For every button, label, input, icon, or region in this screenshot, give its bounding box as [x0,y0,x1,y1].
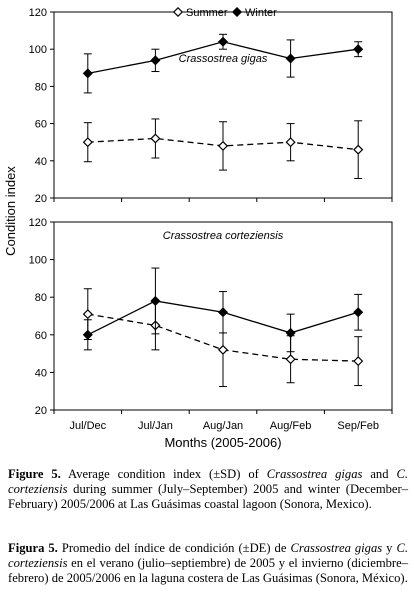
condition-index-chart: 20 40 60 80 100 120 Crassostrea gigas 20 40 60 80 1… [3,6,393,450]
panel-2-ytick-label: 60 [35,330,47,342]
panel-2-winter-point [285,327,296,338]
panel-1-frame [53,11,393,199]
legend-summer-label: Summer [186,7,228,19]
panel-2-ytick-label: 80 [35,292,47,304]
caption-en-species-1: Crassostrea gigas [266,467,363,481]
xtick-label: Jul/Dec [69,420,106,432]
legend-winter-label: Winter [245,7,277,19]
panel-2-summer-point [82,309,93,320]
xtick-label: Aug/Jan [203,420,243,432]
panel-1-winter-point [82,68,93,79]
panel-2-winter-point [82,329,93,340]
panel-1-winter-point [353,44,364,55]
caption-en-species-2: C. corteziensis [8,467,408,496]
panel-2-summer-point [353,356,364,367]
xtick-label: Aug/Feb [270,420,312,432]
panel-1-ytick-label: 40 [35,156,47,168]
panel-2-summer-point [217,344,229,355]
legend-winter-marker [231,6,243,18]
caption-es-label: Figura 5. [8,541,58,555]
panel-1-winter-point [150,55,161,66]
caption-spanish: Figura 5. Promedio del índice de condici… [8,541,408,586]
panel-1-species-title: Crassostrea gigas [179,53,268,65]
caption-es-text-2: y [382,541,397,555]
caption-en-label: Figure 5. [8,467,61,481]
panel-2-winter-point [217,307,229,318]
panel-2-ytick-label: 100 [29,255,47,267]
panel-2-ytick-label: 20 [35,405,47,417]
panel-1-summer-point [82,137,93,148]
caption-es-species-1: Crassostrea gigas [290,541,383,555]
panel-1-summer-point [217,140,229,151]
caption-english: Figure 5. Average condition index (±SD) … [8,467,408,512]
panel-1-ytick-label: 120 [29,7,47,19]
xtick-label: Jul/Jan [138,420,173,432]
panel-2-ytick-label: 120 [29,217,47,229]
caption-es-text-3: en el verano (julio–septiembre) de 2005 … [8,556,408,585]
panel-1-ytick-label: 60 [35,119,47,131]
panel-2-frame [53,221,393,411]
y-axis-label: Condition index [3,166,18,256]
xtick-label: Sep/Feb [337,420,379,432]
caption-es-text-1: Promedio del índice de condición (±DE) d… [57,541,291,555]
panel-1-winter-point [217,36,229,47]
panel-1-ytick-label: 100 [29,44,47,56]
caption-en-text-3: during summer (July–September) 2005 and … [8,482,408,511]
panel-1-ytick-label: 20 [35,193,47,205]
panel-2-species-title: Crassostrea corteziensis [163,230,284,242]
panel-2-winter-point [150,295,161,307]
caption-en-text-2: and [362,467,397,481]
panel-1-summer-point [150,133,161,144]
panel-1-summer-point [285,137,296,148]
caption-es-species-2: C. corteziensis [8,541,409,570]
panel-1-ytick-label: 80 [35,81,47,93]
legend-summer-marker [172,6,184,18]
panel-1-winter-point [285,53,296,64]
panel-2-winter-point [353,307,364,318]
panel-1-summer-point [353,144,364,155]
x-axis-label: Months (2005-2006) [164,435,281,450]
panel-2-ytick-label: 40 [35,367,47,379]
caption-en-text-1: Average condition index (±SD) of [60,467,267,481]
panel-2-summer-point [285,354,296,365]
